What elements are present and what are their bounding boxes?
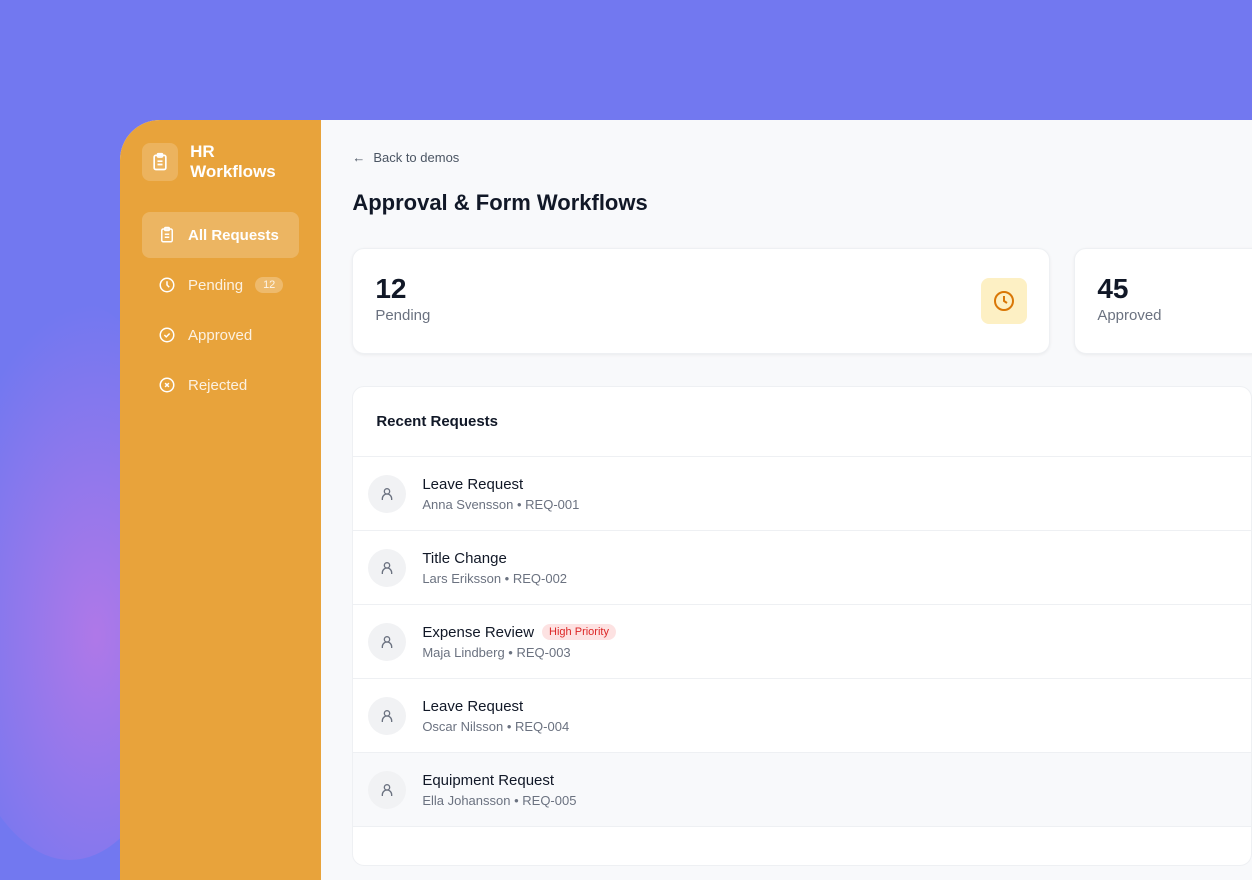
request-meta: Lars Eriksson • REQ-002 [422,570,568,586]
pending-count-badge: 12 [255,277,284,293]
stat-value: 12 [375,273,407,304]
request-meta: Oscar Nilsson • REQ-004 [422,718,570,734]
stat-label: Approved [1097,307,1162,324]
back-label: Back to demos [373,150,460,165]
back-link[interactable]: ← Back to demos [352,150,1252,165]
clipboard-icon [142,143,179,181]
request-row[interactable]: Equipment Request Ella Johansson • REQ-0… [353,753,1252,827]
sidebar-item-label: All Requests [188,226,279,244]
sidebar-item-label: Approved [188,326,253,344]
request-meta: Maja Lindberg • REQ-003 [422,644,571,660]
stat-card-approved: 45 Approved [1074,248,1252,354]
request-meta: Ella Johansson • REQ-005 [422,792,577,808]
request-title: Expense Review [422,623,535,641]
page-title: Approval & Form Workflows [352,190,648,215]
request-row[interactable]: Leave Request Oscar Nilsson • REQ-004 [353,679,1252,753]
arrow-left-icon: ← [352,150,366,165]
user-icon [368,622,407,661]
priority-badge: High Priority [542,624,616,640]
request-row[interactable]: Title Change Lars Eriksson • REQ-002 [353,531,1252,605]
request-row[interactable]: Leave Request Anna Svensson • REQ-001 [353,457,1252,531]
request-title: Leave Request [422,697,524,715]
app-title: HR Workflows [190,142,276,181]
sidebar-item-rejected[interactable]: Rejected [142,362,299,408]
check-circle-icon [159,327,175,343]
user-icon [368,696,407,735]
sidebar-item-label: Pending [188,276,244,294]
request-title: Leave Request [422,475,524,493]
recent-requests-card: Recent Requests Leave Request Anna Svens… [352,386,1252,866]
app-window: HR Workflows All Requests Pending 12 Appr… [120,120,1252,880]
brand: HR Workflows [142,142,299,182]
user-icon [368,548,407,587]
stat-value: 45 [1097,273,1129,304]
sidebar-item-label: Rejected [188,376,248,394]
request-meta: Anna Svensson • REQ-001 [422,496,580,512]
main-content: ← Back to demos Approval & Form Workflows… [321,120,1252,880]
x-circle-icon [159,377,175,393]
clock-icon [159,277,175,293]
sidebar-item-pending[interactable]: Pending 12 [142,262,299,308]
clock-icon [981,278,1028,324]
clipboard-icon [161,226,173,243]
sidebar: HR Workflows All Requests Pending 12 Appr… [120,120,322,880]
sidebar-item-approved[interactable]: Approved [142,312,299,358]
request-title: Equipment Request [422,771,555,789]
user-icon [368,474,407,513]
request-row[interactable]: Expense Review High Priority Maja Lindber… [353,605,1252,679]
user-icon [368,770,407,809]
sidebar-item-all-requests[interactable]: All Requests [142,212,300,258]
stat-label: Pending [375,307,431,324]
request-title: Title Change [422,549,507,567]
stat-card-pending: 12 Pending [352,248,1051,354]
section-title: Recent Requests [353,387,1252,457]
